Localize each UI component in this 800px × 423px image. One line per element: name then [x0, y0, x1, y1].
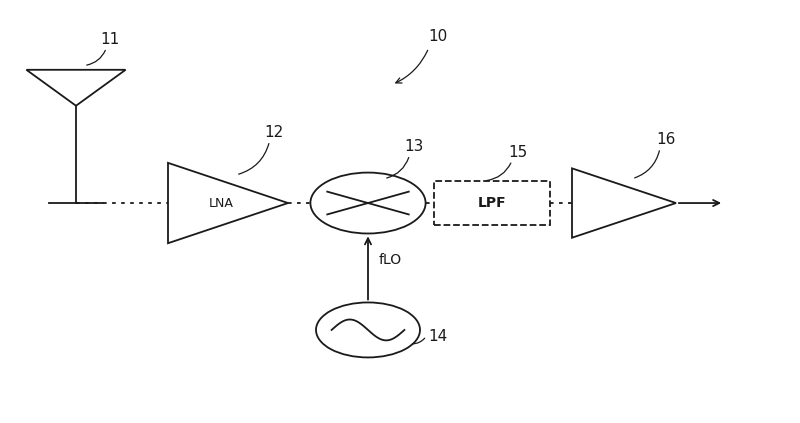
Text: LPF: LPF — [478, 196, 506, 210]
Text: 15: 15 — [508, 145, 527, 160]
Text: 12: 12 — [264, 125, 283, 140]
Text: LNA: LNA — [209, 197, 234, 209]
Text: 14: 14 — [428, 330, 447, 344]
Text: 16: 16 — [656, 132, 675, 147]
Text: 11: 11 — [100, 32, 119, 47]
Bar — [434, 181, 550, 225]
Text: 10: 10 — [428, 30, 447, 44]
Text: fLO: fLO — [378, 253, 402, 266]
Text: 13: 13 — [404, 139, 423, 154]
